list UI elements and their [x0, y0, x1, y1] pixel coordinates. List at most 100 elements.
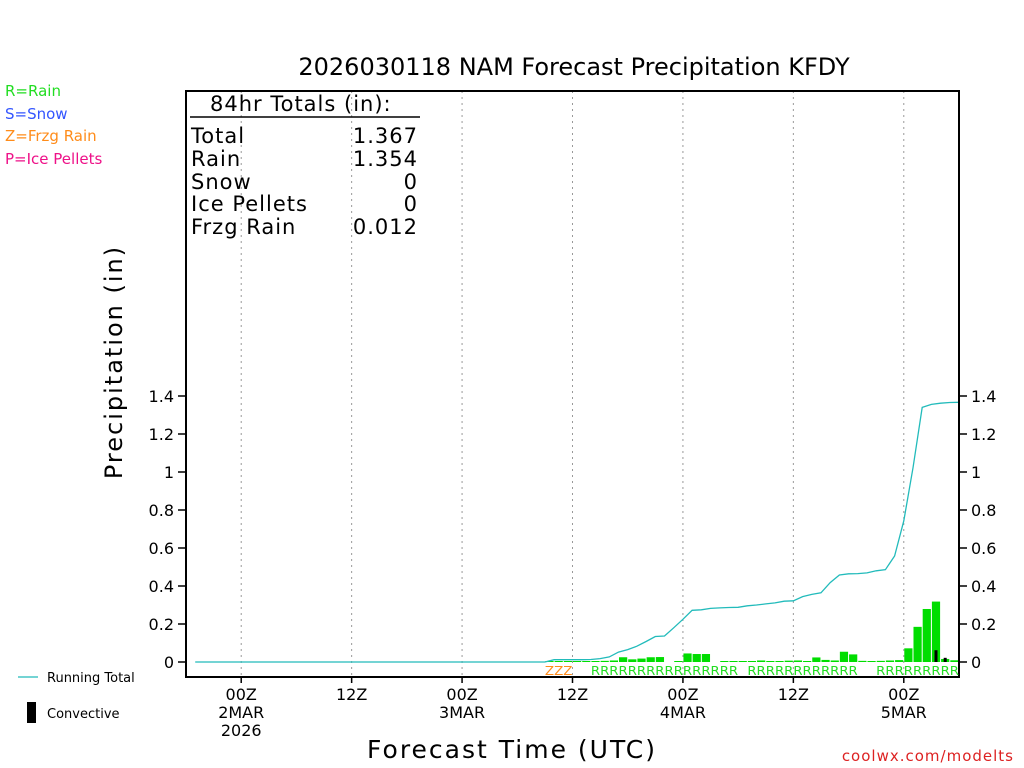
y-tick-label-left: 1 [164, 463, 174, 482]
precip-bar [876, 660, 885, 662]
totals-label-ice-pellets: Ice Pellets [191, 192, 308, 216]
y-tick-label-left: 0.2 [149, 615, 174, 634]
legend-frzg-rain: Z=Frzg Rain [5, 127, 97, 145]
x-tick-label: 2026 [221, 721, 262, 740]
totals-value-ice-pellets: 0 [404, 192, 418, 216]
y-tick-label-right: 1.2 [971, 425, 996, 444]
precip-bar [922, 608, 931, 662]
precip-bar [950, 660, 959, 662]
precip-bar [701, 654, 711, 662]
x-tick-label: 3MAR [439, 703, 485, 722]
x-tick-label: 2MAR [218, 703, 264, 722]
totals-label-rain: Rain [191, 147, 241, 171]
x-tick-label: 00Z [446, 685, 477, 704]
precip-bar [646, 657, 655, 662]
precip-bar [637, 658, 646, 662]
precip-bar [609, 660, 619, 662]
precip-bar [885, 660, 895, 662]
chart-title: 2026030118 NAM Forecast Precipitation KF… [298, 53, 850, 81]
precip-bar [554, 661, 563, 662]
x-tick-label: 5MAR [881, 703, 927, 722]
y-axis-right: 0 0.2 0.4 0.6 0.8 1 1.2 1.4 [959, 387, 996, 672]
y-tick-label-right: 0.8 [971, 501, 996, 520]
precip-bar [729, 661, 738, 662]
x-tick-label: 00Z [888, 685, 919, 704]
ptype-string: RRRRRRRRR [876, 664, 959, 678]
precip-bar [655, 657, 665, 662]
y-tick-label-right: 0.6 [971, 539, 996, 558]
totals-value-rain: 1.354 [353, 147, 418, 171]
precip-bar [830, 660, 839, 662]
y-tick-label-left: 0.4 [149, 577, 174, 596]
precip-bar [683, 653, 692, 662]
precip-bar [674, 661, 683, 662]
precip-bar [766, 661, 775, 662]
precip-bar [738, 661, 747, 662]
legend-rain: R=Rain [5, 82, 61, 100]
ptype-string: ZZZ [545, 664, 573, 678]
x-axis-label: Forecast Time (UTC) [367, 735, 657, 764]
precip-bar [821, 659, 830, 662]
precip-bar [849, 654, 858, 662]
x-tick-label: 12Z [778, 685, 809, 704]
x-tick-label: 00Z [667, 685, 698, 704]
precip-bar [931, 601, 941, 662]
y-tick-label-left: 0.8 [149, 501, 174, 520]
y-tick-label-left: 0 [164, 653, 174, 672]
precip-bar [628, 659, 637, 662]
totals-value-snow: 0 [404, 170, 418, 194]
y-tick-label-right: 0 [971, 653, 981, 672]
precip-bar [775, 661, 784, 662]
precip-bar [591, 661, 600, 662]
convective-bar [934, 650, 938, 662]
ptype-legend: R=Rain S=Snow Z=Frzg Rain P=Ice Pellets [5, 82, 102, 168]
vertical-gridlines [240, 91, 905, 677]
precip-bar [563, 661, 572, 662]
precip-bar [858, 660, 867, 662]
precip-bar [784, 660, 793, 662]
y-tick-label-right: 0.2 [971, 615, 996, 634]
precip-bar [913, 626, 922, 662]
x-tick-label: 12Z [557, 685, 588, 704]
x-tick-label: 00Z [226, 685, 257, 704]
credit-text: coolwx.com/modelts [842, 747, 1014, 765]
y-axis-label: Precipitation (in) [100, 245, 128, 479]
precip-bar [904, 648, 913, 662]
totals-label-total: Total [190, 124, 245, 148]
precip-bar [692, 654, 701, 662]
precip-bar [619, 657, 628, 662]
y-tick-label-right: 0.4 [971, 577, 996, 596]
precip-bar [720, 661, 729, 662]
legend-snow: S=Snow [5, 105, 68, 123]
precip-bar [793, 660, 803, 662]
totals-label-frzg-rain: Frzg Rain [191, 215, 296, 239]
legend-ice-pellets: P=Ice Pellets [5, 150, 102, 168]
precip-bar [747, 661, 757, 662]
precip-bar [812, 657, 821, 662]
totals-value-total: 1.367 [353, 124, 418, 148]
convective-bar [943, 657, 947, 662]
precip-bar [867, 661, 876, 662]
totals-box: 84hr Totals (in): Total 1.367 Rain 1.354… [190, 92, 420, 239]
x-tick-label: 12Z [336, 685, 367, 704]
y-tick-label-left: 0.6 [149, 539, 174, 558]
precip-bar [582, 661, 591, 662]
y-tick-label-right: 1 [971, 463, 981, 482]
legend-running-total-label: Running Total [47, 671, 135, 686]
y-tick-label-right: 1.4 [971, 387, 996, 406]
ptype-string: RRRRRRRRRRRR [747, 664, 857, 678]
running-total-line [195, 401, 960, 663]
totals-value-frzg-rain: 0.012 [353, 215, 418, 239]
y-tick-label-left: 1.2 [149, 425, 174, 444]
y-axis-left: 0 0.2 0.4 0.6 0.8 1 1.2 1.4 [149, 387, 186, 672]
ptype-string: RRRRRRRRRRRRRRRR [591, 664, 738, 678]
precip-bar [600, 660, 609, 662]
series-legend: Running Total Convective [18, 671, 135, 723]
precip-bar [839, 651, 849, 662]
convective-bars [934, 650, 947, 662]
totals-label-snow: Snow [191, 170, 252, 194]
precip-bar [573, 661, 582, 662]
